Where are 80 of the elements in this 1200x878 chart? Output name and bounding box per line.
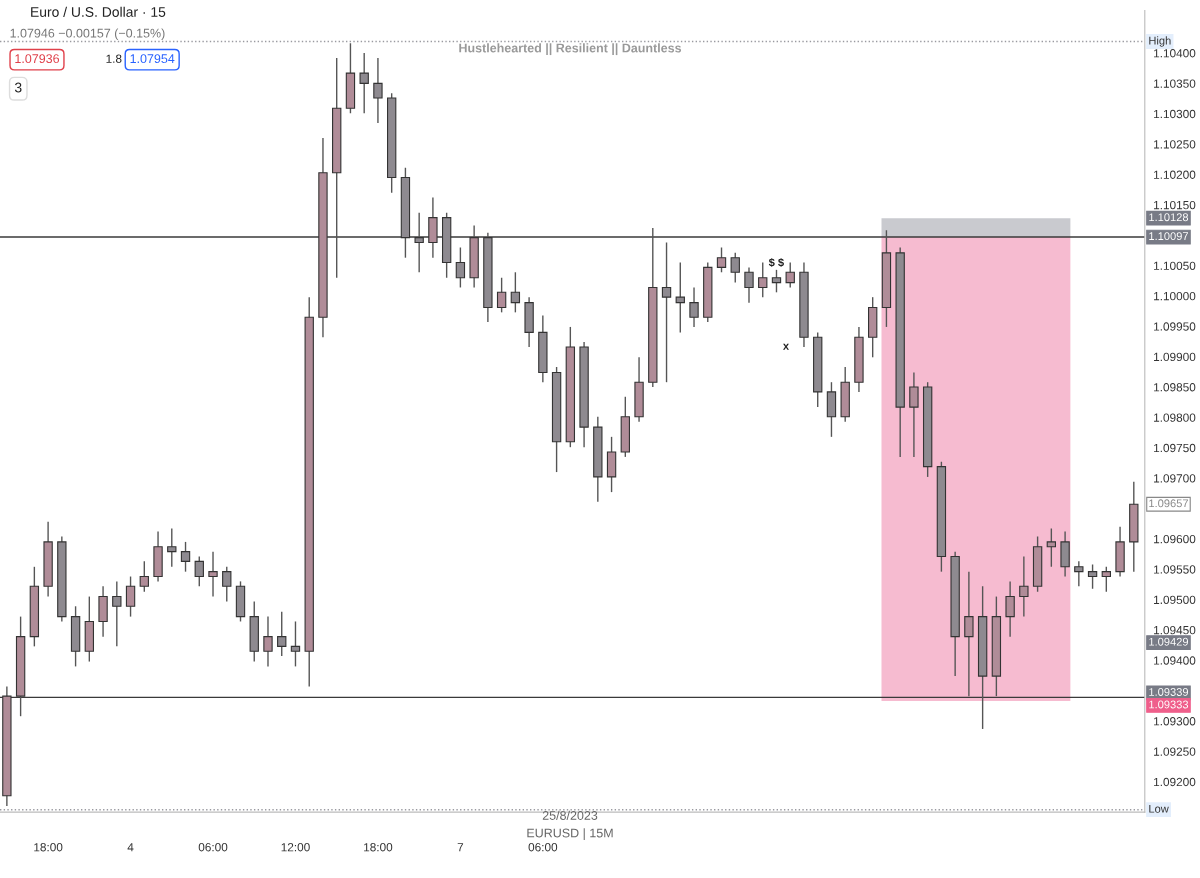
annotation: 25/8/2023 [542,810,598,820]
candlestick [1005,580,1015,638]
candlestick [263,615,273,668]
y-tick-label: 1.09950 [1154,322,1196,331]
y-tick-label: 1.10300 [1154,109,1196,119]
annotation: $ $ [768,258,784,268]
candlestick [744,266,754,304]
candlestick [730,252,740,284]
candlestick [1101,566,1111,593]
y-tick-label: 1.10000 [1154,291,1196,301]
candlestick [661,241,672,383]
annotation: 1.07954 [130,54,175,64]
ref-line-label: High [1149,36,1171,47]
candlestick [290,620,301,668]
candlestick [496,277,507,314]
candlestick [758,261,768,298]
x-tick-label: 4 [127,843,134,852]
y-tick-label: 1.09700 [1154,474,1196,483]
annotation: Euro / U.S. Dollar · 15 [31,6,166,17]
x-tick-label: 12:00 [281,843,310,852]
text: 1.09333 [1149,700,1189,709]
y-tick-label: 1.09850 [1154,383,1196,392]
candlestick [909,371,919,458]
text: EURUSD | 15M [527,828,613,840]
candlestick [167,527,177,568]
y-tick-label: 1.10400 [1154,49,1196,58]
y-tick-label: 1.09750 [1154,443,1196,453]
x-tick-label: 06:00 [198,843,228,852]
y-tick-label: 1.09200 [1154,777,1196,787]
candlestick [785,261,795,289]
y-tick-label: 1.09900 [1154,352,1196,362]
candlestick [194,555,204,587]
y-tick-label: 1.09300 [1154,717,1196,726]
y-tick-label: 1.10250 [1154,140,1196,149]
ref-line-label: 1.09339 [1149,688,1189,696]
y-tick-label: 1.09250 [1154,747,1196,756]
ref-line-label: Low [1149,804,1169,813]
candlestick [277,611,287,657]
candlestick [139,560,149,593]
y-tick-label: 1.09800 [1154,413,1196,422]
candlestick [689,286,699,328]
candlestick [359,52,369,114]
y-tick-label: 1.10150 [1154,200,1196,210]
y-tick-label: 1.10200 [1154,170,1196,179]
candlestick [208,550,218,598]
candlestick [771,269,782,294]
candlestick [1019,555,1029,618]
annotation: 1.07946 −0.00157 (−0.15%) [10,28,165,41]
candlestick [125,575,136,618]
ref-line-label: 1.10097 [1149,232,1189,241]
candlestick [455,246,466,289]
annotation: 1.8 [106,54,122,63]
candlestick [716,246,727,273]
annotation: 3 [14,82,22,93]
y-tick-label: 1.09400 [1154,656,1196,665]
annotation: x [782,343,790,350]
candlestick [1087,563,1098,590]
candlestick [112,580,122,648]
candlestick [675,261,685,334]
y-tick-label: 1.10350 [1154,79,1196,88]
x-tick-label: 7 [457,843,464,852]
text: 1.10128 [1149,213,1189,222]
y-tick-label: 1.09500 [1154,595,1196,604]
y-tick-label: 1.09550 [1154,565,1196,574]
y-tick-label: 1.09450 [1154,626,1196,635]
candlestick [222,566,232,603]
annotation: 1.07936 [15,54,60,64]
text: 1.09657 [1149,499,1189,508]
candlestick [1074,560,1084,587]
candlestick [510,271,521,314]
candlestick [180,541,191,573]
x-tick-label: 06:00 [528,843,558,852]
y-tick-label: 1.09600 [1154,534,1196,544]
x-tick-label: 18:00 [364,843,393,852]
y-tick-label: 1.10050 [1154,261,1196,270]
annotation: Hustlehearted || Resilient || Dauntless [459,43,682,56]
text: 1.09429 [1149,637,1189,646]
candlestick [1046,527,1057,568]
x-tick-label: 18:00 [34,843,63,852]
candlestick [373,57,383,124]
